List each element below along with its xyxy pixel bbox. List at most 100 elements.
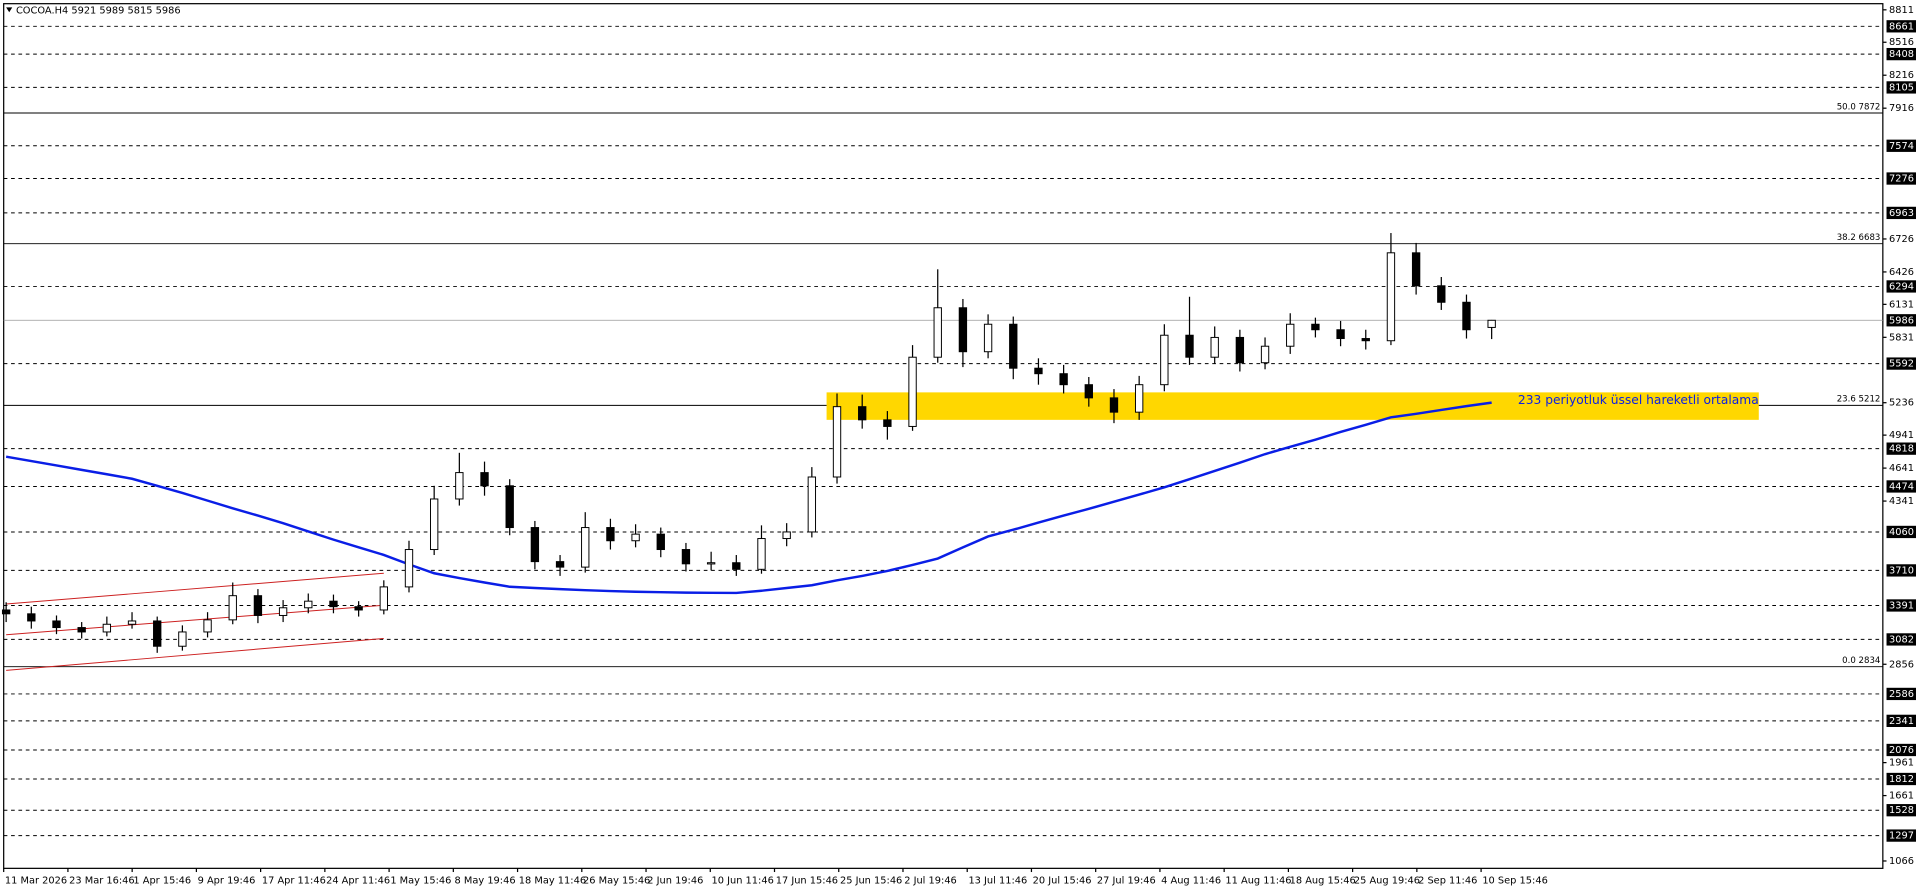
level-label-box	[1886, 714, 1916, 727]
level-label-box	[1886, 20, 1916, 33]
x-tick-label: 1 Apr 15:46	[133, 876, 191, 887]
x-tick-label: 8 May 19:46	[455, 876, 516, 887]
x-tick-label: 20 Jul 15:46	[1033, 876, 1092, 887]
candle-body	[1059, 373, 1068, 386]
candle-body	[958, 307, 968, 353]
candle-body	[480, 472, 489, 487]
candle-body	[1386, 252, 1396, 342]
candle-body	[1109, 397, 1119, 413]
candle-body	[1034, 367, 1043, 375]
candle-body	[1462, 301, 1471, 331]
y-tick-label: 6426	[1889, 267, 1914, 278]
candle-body	[1437, 285, 1446, 303]
candle-body	[581, 527, 590, 568]
fib-label: 0.0 2834	[1842, 656, 1880, 666]
level-label: 4060	[1889, 527, 1914, 538]
level-label: 5592	[1889, 359, 1914, 370]
level-label: 8105	[1889, 82, 1914, 93]
x-tick-label: 2 Sep 11:46	[1418, 876, 1477, 887]
candle-body	[782, 531, 791, 540]
level-label-box	[1886, 81, 1916, 94]
level-label: 2586	[1889, 689, 1914, 700]
y-tick-label: 6726	[1889, 234, 1914, 245]
candle-body	[153, 620, 162, 647]
channel-line	[6, 572, 384, 605]
level-label: 4818	[1889, 444, 1914, 455]
menu-arrow[interactable]	[6, 7, 13, 13]
level-label-box	[1886, 172, 1916, 185]
level-label-box	[1886, 564, 1916, 577]
level-label: 3391	[1889, 600, 1914, 611]
level-label-box	[1886, 280, 1916, 293]
y-tick-label: 1066	[1889, 856, 1914, 867]
x-tick-label: 17 Jun 15:46	[776, 876, 838, 887]
y-tick-label: 7916	[1889, 103, 1914, 114]
candle-body	[1361, 338, 1370, 342]
level-label: 8408	[1889, 49, 1914, 60]
x-tick-label: 10 Jun 11:46	[711, 876, 773, 887]
candle-body	[178, 631, 187, 647]
x-tick-label: 17 Apr 11:46	[262, 876, 326, 887]
candle-body	[1009, 323, 1018, 369]
x-tick-label: 25 Aug 19:46	[1354, 876, 1420, 887]
level-label-box	[1886, 599, 1916, 612]
candle-body	[883, 419, 892, 427]
x-tick-label: 2 Jul 19:46	[904, 876, 957, 887]
candle-body	[228, 595, 237, 621]
candle-body	[102, 623, 112, 633]
candle-body	[1160, 334, 1169, 386]
candle-body	[706, 562, 716, 565]
y-tick-label: 6131	[1889, 299, 1914, 310]
candle-body	[1235, 336, 1245, 364]
y-tick-label: 1661	[1889, 791, 1914, 802]
candle-body	[1134, 384, 1144, 413]
y-tick-label: 5236	[1889, 398, 1914, 409]
candle-body	[1487, 319, 1496, 328]
candle-body	[1260, 345, 1270, 364]
candle-body	[203, 619, 212, 633]
candle-body	[354, 606, 363, 611]
level-label: 2341	[1889, 716, 1914, 727]
x-tick-label: 25 Jun 15:46	[840, 876, 902, 887]
candle-body	[530, 527, 540, 563]
candle-body	[127, 620, 137, 625]
level-label-box	[1886, 206, 1916, 220]
level-label: 1528	[1889, 805, 1914, 816]
channel-line	[6, 637, 384, 671]
candle-body	[505, 485, 514, 529]
candle-body	[1286, 323, 1295, 347]
x-tick-label: 27 Jul 19:46	[1097, 876, 1156, 887]
candle-body	[455, 472, 464, 500]
level-label: 1297	[1889, 831, 1914, 842]
y-tick-label: 4341	[1889, 496, 1914, 507]
level-label-box	[1886, 139, 1916, 152]
level-label-box	[1886, 804, 1916, 817]
candle-body	[1210, 336, 1219, 358]
level-label-box	[1886, 633, 1916, 646]
level-label-box	[1886, 772, 1916, 786]
candle-body	[304, 600, 313, 609]
candle-body	[278, 607, 288, 616]
x-tick-label: 26 May 15:46	[583, 876, 650, 887]
level-label: 7276	[1889, 174, 1914, 185]
x-tick-label: 18 May 11:46	[519, 876, 586, 887]
candle-body	[253, 595, 263, 616]
level-label-box	[1886, 525, 1916, 539]
y-tick-label: 2856	[1889, 659, 1914, 670]
x-tick-label: 18 Aug 15:46	[1290, 876, 1356, 887]
candle-body	[404, 549, 414, 588]
candle-body	[52, 620, 61, 629]
level-label: 2076	[1889, 745, 1914, 756]
ema-label: 233 periyotluk üssel hareketli ortalama	[1518, 393, 1759, 407]
y-tick-label: 5831	[1889, 332, 1914, 343]
candle-body	[27, 613, 36, 622]
candle-body	[1, 609, 11, 615]
y-tick-label: 4641	[1889, 463, 1914, 474]
x-tick-label: 13 Jul 11:46	[968, 876, 1027, 887]
candle-body	[631, 533, 640, 542]
x-tick-label: 10 Sep 15:46	[1482, 876, 1548, 887]
candle-body	[606, 527, 615, 542]
chart-title: COCOA.H4 5921 5989 5815 5986	[16, 5, 181, 16]
current-price-label: 5986	[1889, 315, 1914, 326]
